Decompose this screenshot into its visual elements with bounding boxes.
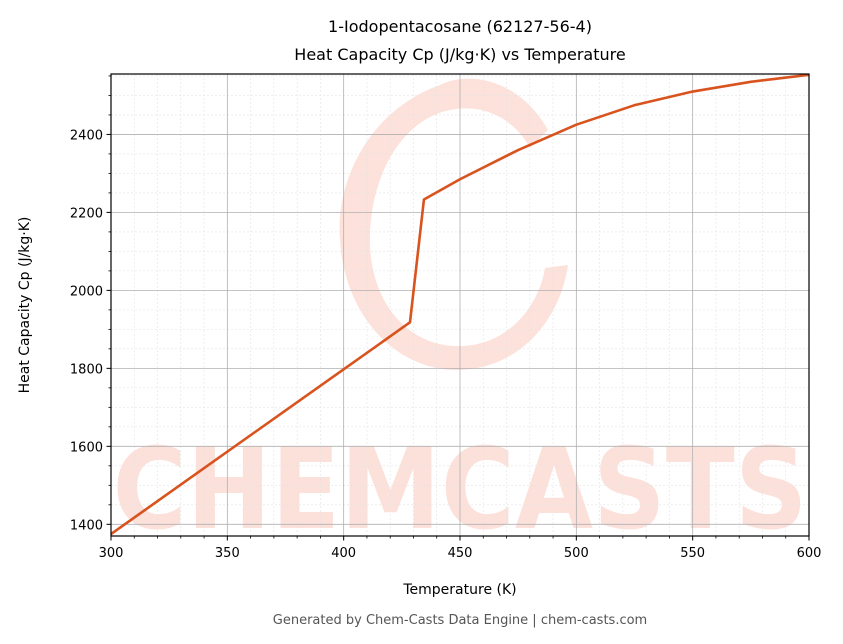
x-tick-label: 450 (448, 546, 473, 561)
x-axis-label: Temperature (K) (402, 582, 516, 598)
y-axis-label: Heat Capacity Cp (J/kg·K) (17, 217, 33, 394)
x-axis-ticks: 300 350 400 450 500 550 600 (99, 536, 822, 561)
y-tick-label: 2400 (70, 128, 103, 143)
chart-title: 1-Iodopentacosane (62127-56-4) (328, 17, 592, 36)
y-tick-label: 1800 (70, 362, 103, 377)
y-tick-label: 2200 (70, 206, 103, 221)
x-tick-label: 550 (680, 546, 705, 561)
y-tick-label: 1400 (70, 518, 103, 533)
x-tick-label: 300 (99, 546, 124, 561)
x-tick-label: 350 (215, 546, 240, 561)
footer-credit: Generated by Chem-Casts Data Engine | ch… (273, 613, 647, 628)
y-tick-label: 1600 (70, 440, 103, 455)
series-line (111, 74, 809, 536)
series-layer (111, 74, 809, 536)
x-tick-label: 600 (797, 546, 822, 561)
watermark-logo (339, 78, 568, 371)
x-tick-label: 500 (564, 546, 589, 561)
y-tick-label: 2000 (70, 284, 103, 299)
y-axis-ticks: 1400 1600 1800 2000 2200 2400 (70, 75, 111, 533)
x-tick-label: 400 (331, 546, 356, 561)
chart-subtitle: Heat Capacity Cp (J/kg·K) vs Temperature (294, 45, 625, 64)
